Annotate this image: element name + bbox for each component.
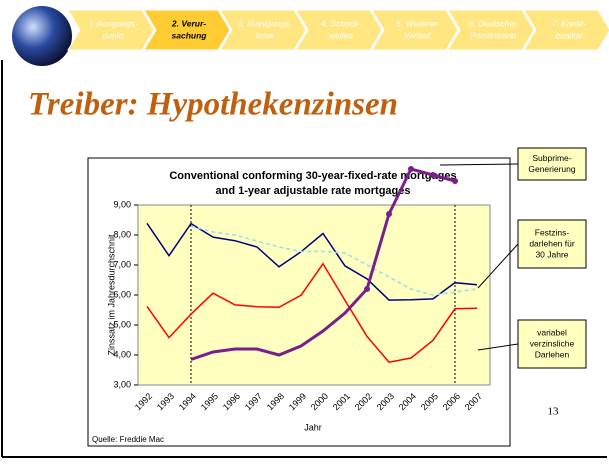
point xyxy=(364,286,370,292)
nav-label: 5. Weiterer xyxy=(396,18,439,28)
point xyxy=(408,166,414,172)
nav-label: sachung xyxy=(172,30,208,40)
x-axis-label: Jahr xyxy=(304,422,322,432)
y-tick-label: 9,00 xyxy=(113,199,131,209)
callout-text: 30 Jahre xyxy=(535,249,568,259)
point xyxy=(386,211,392,217)
source: Quelle: Freddie Mac xyxy=(92,435,164,444)
nav-label: wellen xyxy=(329,30,353,40)
nav-label: 2. Verur- xyxy=(171,18,206,28)
nav-label: 4. Schock- xyxy=(321,18,361,28)
callout-text: variabel xyxy=(537,327,567,337)
slide: 1. Ausgangs-punkt 2. Verur-sachung 3. Rein… xyxy=(0,0,609,459)
callout-text: Subprime- xyxy=(532,153,571,163)
chart-title: and 1-year adjustable rate mortgages xyxy=(215,185,410,197)
nav-label: 6. Deutscher xyxy=(469,18,518,28)
nav-label: Verlauf xyxy=(404,30,432,40)
y-tick-label: 3,00 xyxy=(113,379,131,389)
chart-title: Conventional conforming 30-year-fixed-ra… xyxy=(169,170,456,182)
callout-text: Festzins- xyxy=(535,227,570,237)
callout-text: Darlehen xyxy=(535,349,570,359)
page-number: 13 xyxy=(548,406,560,418)
nav-label: punkt xyxy=(102,30,124,40)
nav-bar: 1. Ausgangs-punkt 2. Verur-sachung 3. Rein… xyxy=(68,10,609,50)
nav-label: 1. Ausgangs- xyxy=(88,18,138,28)
point xyxy=(452,178,458,184)
nav-label: Primärmarkt xyxy=(470,30,517,40)
callout-text: darlehen für xyxy=(529,238,575,248)
slide-title: Treiber: Hypothekenzinsen xyxy=(28,87,398,123)
callout-text: verzinsliche xyxy=(530,338,575,348)
y-axis-label: Zinssatz im Jahresdurchschnit xyxy=(106,234,116,356)
globe-icon xyxy=(12,6,72,66)
callout-text: Generierung xyxy=(528,164,576,174)
nav-label: 3. Reinigungs- xyxy=(238,18,293,28)
point xyxy=(430,172,436,178)
nav-label: krise xyxy=(256,30,274,40)
nav-label: 7. Kredit- xyxy=(552,18,587,28)
nav-label: qualität xyxy=(555,30,583,40)
